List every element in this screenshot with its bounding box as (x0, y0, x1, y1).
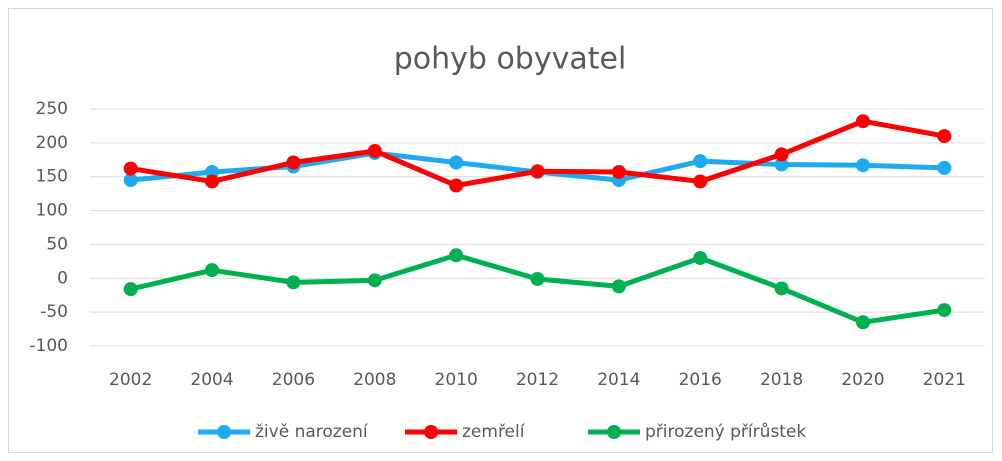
marker (205, 263, 220, 278)
x-tick-label: 2014 (597, 370, 640, 390)
marker (855, 315, 870, 330)
marker (286, 155, 301, 170)
x-tick-label: 2021 (923, 370, 966, 390)
marker (449, 248, 464, 263)
y-tick-label: 100 (36, 201, 68, 221)
x-tick-label: 2018 (760, 370, 803, 390)
legend-marker (424, 425, 438, 439)
y-tick-label: 0 (57, 268, 68, 288)
legend-label: živě narození (255, 422, 369, 442)
y-tick-label: 150 (36, 167, 68, 187)
marker (530, 164, 545, 179)
y-tick-label: -100 (29, 336, 68, 356)
marker (693, 154, 708, 169)
marker (611, 279, 626, 294)
marker (205, 174, 220, 189)
legend-label: přirozený přírůstek (645, 422, 806, 442)
marker (855, 158, 870, 173)
marker (693, 174, 708, 189)
marker (937, 303, 952, 318)
marker (530, 271, 545, 286)
x-tick-label: 2002 (109, 370, 152, 390)
marker (693, 250, 708, 265)
marker (449, 178, 464, 193)
legend-marker (217, 425, 231, 439)
y-tick-label: 50 (46, 234, 68, 254)
marker (123, 161, 138, 176)
marker (123, 173, 138, 188)
x-tick-label: 2020 (841, 370, 884, 390)
marker (774, 157, 789, 172)
legend-label: zemřelí (462, 422, 526, 442)
x-tick-label: 2012 (516, 370, 559, 390)
marker (855, 114, 870, 129)
marker (774, 147, 789, 162)
x-tick-label: 2016 (679, 370, 722, 390)
y-tick-label: 250 (36, 99, 68, 119)
y-tick-label: -50 (40, 302, 68, 322)
marker (774, 281, 789, 296)
chart-title: pohyb obyvatel (394, 42, 627, 77)
marker (937, 129, 952, 144)
marker (937, 160, 952, 175)
x-tick-label: 2010 (435, 370, 478, 390)
x-tick-label: 2008 (353, 370, 396, 390)
marker (611, 164, 626, 179)
x-tick-label: 2004 (190, 370, 233, 390)
marker (367, 143, 382, 158)
y-tick-label: 200 (36, 133, 68, 153)
x-tick-label: 2006 (272, 370, 315, 390)
chart-border (8, 8, 993, 453)
marker (367, 273, 382, 288)
marker (123, 282, 138, 297)
marker (449, 155, 464, 170)
marker (286, 275, 301, 290)
legend-marker (607, 425, 621, 439)
